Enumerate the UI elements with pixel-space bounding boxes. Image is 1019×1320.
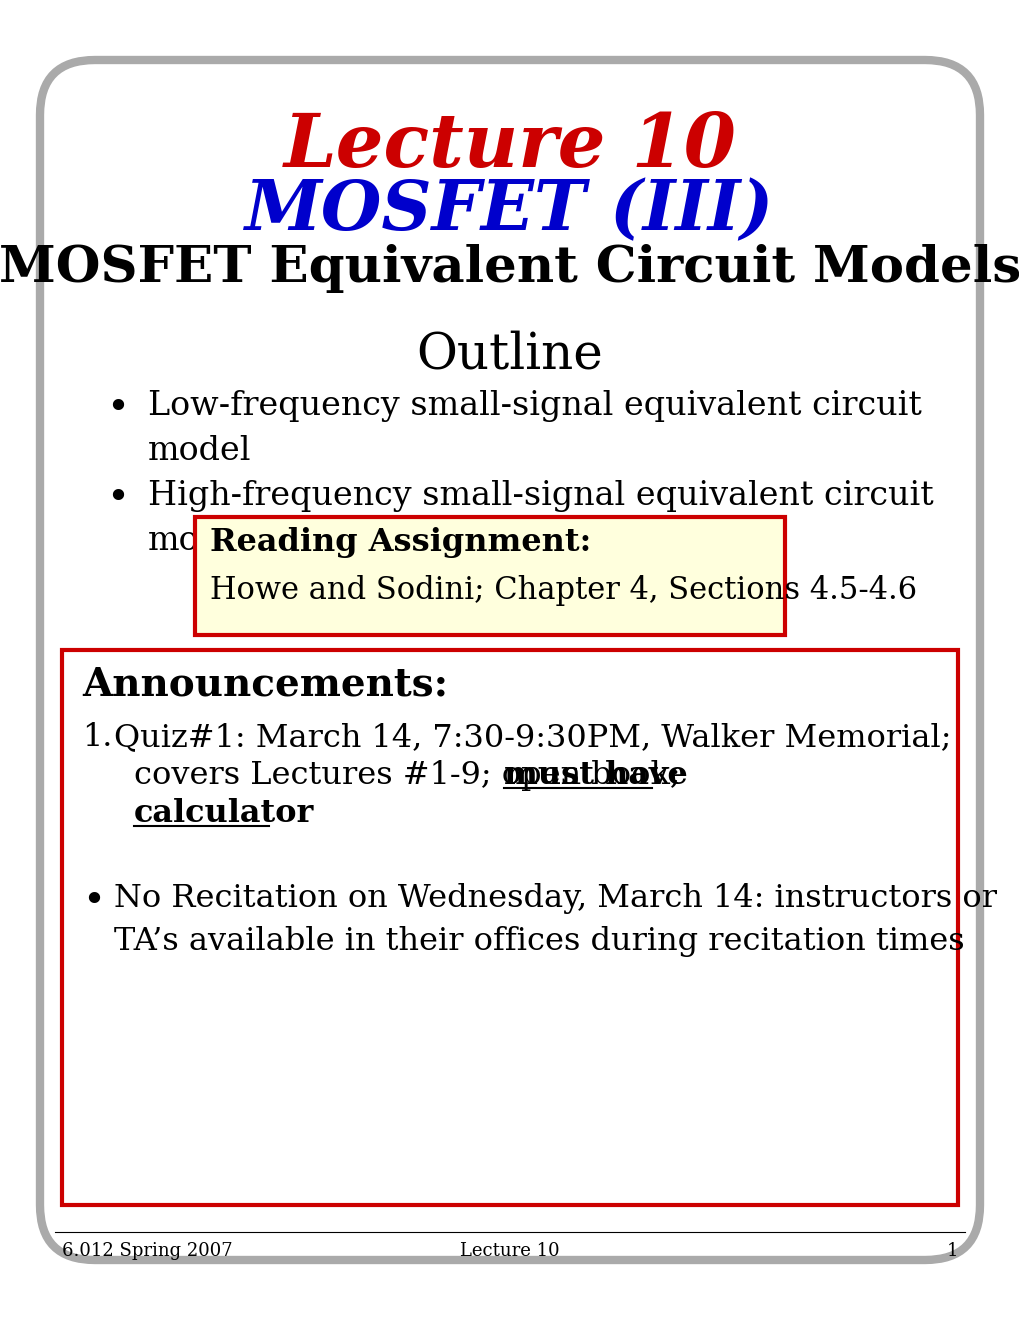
Text: calculator: calculator xyxy=(133,799,314,829)
Text: must have: must have xyxy=(503,760,687,791)
FancyBboxPatch shape xyxy=(62,649,957,1205)
Text: High-frequency small-signal equivalent circuit
model: High-frequency small-signal equivalent c… xyxy=(148,480,932,557)
Text: MOSFET (III): MOSFET (III) xyxy=(246,177,773,244)
FancyBboxPatch shape xyxy=(40,59,979,1261)
FancyBboxPatch shape xyxy=(195,517,785,635)
Text: 6.012 Spring 2007: 6.012 Spring 2007 xyxy=(62,1242,232,1261)
Text: Lecture 10: Lecture 10 xyxy=(460,1242,559,1261)
Text: No Recitation on Wednesday, March 14: instructors or
TA’s available in their off: No Recitation on Wednesday, March 14: in… xyxy=(114,883,996,957)
Text: Reading Assignment:: Reading Assignment: xyxy=(210,527,591,558)
Text: Quiz#1: March 14, 7:30-9:30PM, Walker Memorial;: Quiz#1: March 14, 7:30-9:30PM, Walker Me… xyxy=(114,722,951,752)
Text: Howe and Sodini; Chapter 4, Sections 4.5-4.6: Howe and Sodini; Chapter 4, Sections 4.5… xyxy=(210,576,916,606)
Text: Low-frequency small-signal equivalent circuit
model: Low-frequency small-signal equivalent ci… xyxy=(148,389,921,466)
Text: Outline: Outline xyxy=(416,330,603,379)
Text: Lecture 10: Lecture 10 xyxy=(283,110,736,182)
Text: 1: 1 xyxy=(946,1242,957,1261)
Text: Announcements:: Announcements: xyxy=(82,665,447,704)
Text: •: • xyxy=(106,480,129,517)
Text: •: • xyxy=(82,883,105,920)
Text: 1.: 1. xyxy=(82,722,112,752)
Text: MOSFET Equivalent Circuit Models: MOSFET Equivalent Circuit Models xyxy=(0,244,1019,293)
Text: covers Lectures #1-9; open book;: covers Lectures #1-9; open book; xyxy=(133,760,690,791)
Text: •: • xyxy=(106,389,129,426)
